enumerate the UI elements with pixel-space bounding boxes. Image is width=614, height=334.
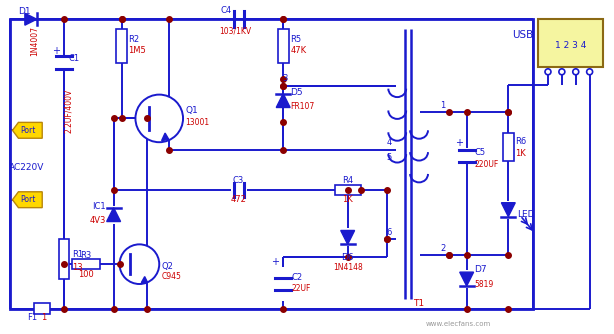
Text: C5: C5 [475, 148, 486, 157]
Circle shape [136, 95, 183, 142]
Bar [335, 185, 360, 195]
Circle shape [120, 244, 159, 284]
Text: R6: R6 [515, 137, 526, 146]
Text: C1: C1 [69, 54, 80, 63]
Text: 1 2 3 4: 1 2 3 4 [554, 40, 586, 49]
Text: 1K: 1K [515, 149, 526, 158]
Text: 2: 2 [440, 244, 446, 253]
Text: USB: USB [512, 30, 533, 40]
Text: LED: LED [517, 210, 535, 219]
Polygon shape [141, 277, 147, 283]
Text: D6: D6 [341, 253, 354, 262]
Bar [278, 29, 289, 63]
Bar [503, 133, 514, 161]
Text: 100: 100 [78, 270, 94, 279]
Text: C4: C4 [220, 6, 231, 15]
Bar [72, 259, 99, 269]
Text: Port: Port [21, 195, 36, 204]
Text: R1: R1 [72, 250, 83, 259]
Circle shape [545, 69, 551, 75]
Text: IC1: IC1 [92, 202, 106, 211]
Text: +: + [52, 46, 60, 56]
Polygon shape [25, 13, 37, 25]
Text: 4: 4 [387, 138, 392, 147]
Polygon shape [276, 94, 290, 108]
Polygon shape [12, 192, 42, 208]
Text: Q1: Q1 [185, 106, 198, 115]
Circle shape [586, 69, 593, 75]
Text: 47K: 47K [290, 46, 306, 55]
Text: FR107: FR107 [290, 102, 314, 111]
Text: 6: 6 [387, 228, 392, 237]
Text: 1N4148: 1N4148 [333, 263, 362, 272]
Text: 13: 13 [72, 263, 83, 272]
Polygon shape [460, 272, 473, 286]
Text: 1M5: 1M5 [128, 46, 146, 55]
Text: 1K: 1K [342, 195, 353, 204]
Text: T1: T1 [413, 299, 425, 308]
Bar [58, 239, 69, 279]
Text: 3: 3 [282, 74, 288, 83]
Circle shape [559, 69, 565, 75]
Polygon shape [107, 208, 120, 221]
Text: C945: C945 [161, 272, 181, 281]
Text: 103/1KV: 103/1KV [220, 27, 252, 36]
Text: D5: D5 [290, 88, 303, 97]
Text: C2: C2 [291, 273, 302, 282]
Text: 1N4007: 1N4007 [30, 26, 39, 56]
Text: D1: D1 [18, 7, 31, 16]
Circle shape [573, 69, 579, 75]
Bar [10, 19, 533, 309]
Text: AC220V: AC220V [9, 163, 44, 172]
Polygon shape [12, 122, 42, 138]
Text: +: + [455, 138, 463, 148]
Text: R2: R2 [128, 35, 139, 43]
Text: R3: R3 [80, 251, 91, 260]
Text: 2.2UF/400V: 2.2UF/400V [63, 89, 72, 133]
Text: 1: 1 [440, 101, 446, 110]
Text: 13001: 13001 [185, 118, 209, 127]
Text: Q2: Q2 [161, 262, 173, 271]
Text: D7: D7 [475, 265, 488, 274]
Text: +: + [271, 257, 279, 267]
Text: C3: C3 [233, 176, 244, 185]
Text: 472: 472 [231, 195, 246, 204]
Polygon shape [341, 230, 355, 244]
Text: 1: 1 [42, 313, 47, 322]
Text: 5: 5 [387, 153, 392, 162]
Bar [116, 29, 127, 63]
Bar [538, 19, 602, 67]
Text: 4V3: 4V3 [89, 216, 106, 225]
Text: 22UF: 22UF [291, 285, 311, 294]
Text: 5819: 5819 [475, 280, 494, 289]
Text: R5: R5 [290, 35, 301, 43]
Text: www.elecfans.com: www.elecfans.com [426, 321, 491, 327]
Bar [34, 303, 50, 314]
Text: 220UF: 220UF [475, 160, 499, 169]
Text: F1: F1 [27, 313, 37, 322]
Polygon shape [161, 133, 169, 141]
Polygon shape [502, 203, 515, 216]
Text: Port: Port [21, 126, 36, 135]
Text: R4: R4 [342, 176, 353, 185]
